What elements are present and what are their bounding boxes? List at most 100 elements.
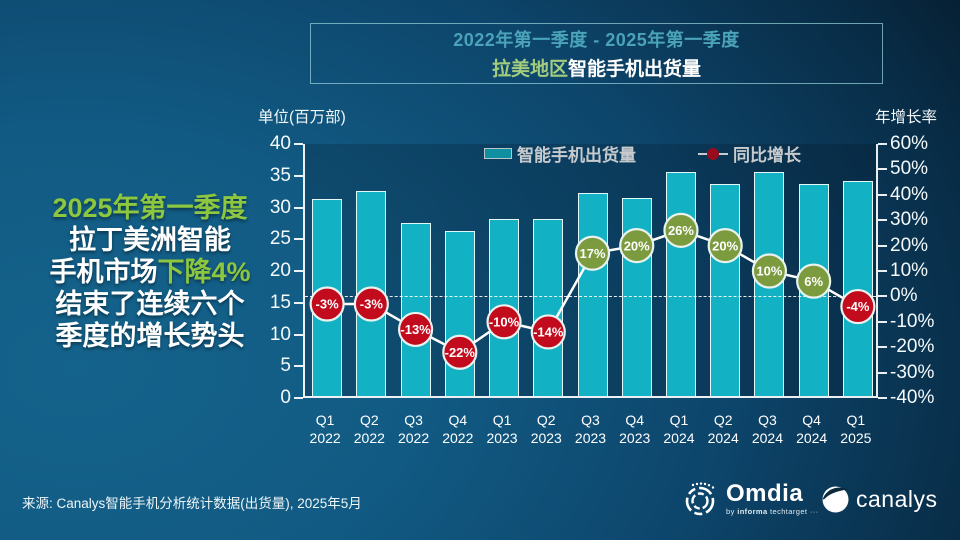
axis-tick bbox=[294, 238, 303, 241]
axis-tick bbox=[878, 143, 887, 145]
canalys-logo: canalys bbox=[822, 486, 937, 513]
title-main: 拉美地区智能手机出货量 bbox=[492, 54, 701, 81]
axis-tick bbox=[878, 320, 887, 323]
shipment-bar bbox=[710, 183, 741, 396]
right-axis-tick-label: -20% bbox=[890, 336, 935, 358]
growth-value-label: -3% bbox=[316, 297, 340, 312]
chart-plot-area: -3% -3% -13% -22% -10% -14% 17% 20% 26% 20% 10% 6% -… bbox=[303, 144, 878, 398]
left-axis-tick-label: 5 bbox=[280, 355, 291, 377]
omdia-tagline: by informa techtarget ··· bbox=[726, 507, 819, 516]
axis-tick bbox=[878, 270, 887, 272]
growth-marker bbox=[751, 253, 788, 289]
axis-tick bbox=[294, 301, 303, 304]
growth-marker bbox=[353, 286, 389, 322]
left-axis-tick-label: 20 bbox=[269, 260, 291, 281]
headline-line-5: 季度的增长势头 bbox=[55, 321, 245, 351]
left-axis-tick-label: 30 bbox=[269, 196, 291, 218]
headline-line-1: 2025年第一季度 bbox=[52, 193, 248, 223]
omdia-wordmark: Omdia bbox=[726, 480, 804, 507]
growth-value-label: 17% bbox=[579, 246, 605, 261]
axis-tick bbox=[294, 333, 303, 336]
growth-value-label: -3% bbox=[360, 297, 384, 312]
line-series-label: 同比增长 bbox=[733, 146, 801, 165]
omdia-logo-icon bbox=[685, 482, 715, 516]
omdia-logo: Omdia by informa techtarget ··· bbox=[683, 481, 819, 519]
x-axis-category-label: Q2 2022 bbox=[353, 412, 385, 446]
right-axis-tick-label: 0% bbox=[890, 285, 918, 307]
left-axis-tick-label: 25 bbox=[269, 228, 291, 250]
axis-tick bbox=[294, 206, 303, 209]
title-region: 拉美地区 bbox=[491, 59, 568, 80]
canalys-wordmark: canalys bbox=[856, 486, 938, 512]
shipment-bar bbox=[533, 219, 564, 396]
growth-value-label: -10% bbox=[489, 314, 520, 329]
canalys-logo-icon bbox=[822, 486, 849, 513]
left-axis-tick-label: 35 bbox=[269, 164, 291, 186]
headline-callout: 2025年第一季度 拉丁美洲智能 手机市场下降4% 结束了连续六个 季度的增长势… bbox=[8, 192, 292, 352]
left-axis-unit-label: 单位(百万部) bbox=[258, 109, 346, 126]
growth-marker bbox=[486, 304, 522, 340]
red-dot-icon bbox=[707, 147, 719, 160]
growth-marker bbox=[442, 334, 478, 370]
growth-marker bbox=[530, 314, 566, 350]
source-note: 来源: Canalys智能手机分析统计数据(出货量), 2025年5月 bbox=[22, 496, 362, 511]
axis-tick bbox=[878, 244, 887, 247]
growth-marker bbox=[309, 286, 345, 322]
x-axis-category-label: Q4 2023 bbox=[619, 412, 651, 446]
growth-value-label: -14% bbox=[533, 325, 564, 340]
growth-marker bbox=[707, 227, 743, 264]
left-axis-tick-label: 40 bbox=[269, 133, 291, 154]
x-axis-category-label: Q2 2024 bbox=[707, 412, 739, 446]
growth-value-label: 20% bbox=[712, 238, 738, 253]
line-series-marker bbox=[698, 147, 728, 160]
growth-marker bbox=[796, 263, 832, 299]
bar-series-label: 智能手机出货量 bbox=[517, 146, 636, 165]
growth-value-label: -13% bbox=[400, 322, 431, 337]
growth-marker bbox=[663, 212, 699, 248]
axis-tick bbox=[878, 346, 887, 349]
zero-growth-line bbox=[305, 296, 876, 298]
growth-value-label: 6% bbox=[804, 274, 823, 289]
axis-tick bbox=[878, 397, 887, 399]
right-axis-tick-label: 60% bbox=[890, 133, 929, 154]
shipment-bar bbox=[577, 193, 608, 396]
bar-series-swatch bbox=[484, 148, 512, 159]
right-axis-tick-label: -40% bbox=[890, 387, 935, 408]
shipment-bar bbox=[842, 181, 873, 396]
shipment-bar bbox=[400, 222, 431, 396]
x-axis-category-label: Q1 2025 bbox=[840, 412, 872, 446]
axis-tick bbox=[294, 174, 303, 177]
right-axis-tick-label: -30% bbox=[890, 361, 935, 383]
left-axis-tick-label: 10 bbox=[269, 323, 291, 345]
growth-marker bbox=[574, 235, 611, 271]
right-axis-unit-label: 年增长率 bbox=[874, 109, 937, 126]
x-axis-category-label: Q4 2022 bbox=[442, 412, 474, 446]
chart-title-box: 2022年第一季度 - 2025年第一季度 拉美地区智能手机出货量 bbox=[310, 23, 883, 84]
title-date-range: 2022年第一季度 - 2025年第一季度 bbox=[453, 30, 740, 50]
headline-line-3: 手机市场下降4% bbox=[49, 257, 251, 287]
x-axis-category-label: Q3 2023 bbox=[574, 412, 607, 446]
chart-legend: 智能手机出货量 同比增长 bbox=[484, 141, 801, 166]
axis-tick bbox=[294, 365, 303, 368]
left-axis-tick-label: 15 bbox=[269, 291, 291, 313]
right-axis-tick-label: 50% bbox=[890, 158, 929, 180]
growth-value-label: -4% bbox=[846, 299, 870, 314]
left-axis-tick-label: 0 bbox=[280, 387, 291, 408]
growth-marker bbox=[619, 227, 655, 264]
right-axis-tick-label: 20% bbox=[890, 234, 929, 256]
axis-tick bbox=[878, 371, 887, 374]
x-axis-category-label: Q3 2024 bbox=[751, 412, 783, 446]
right-axis-tick-label: 40% bbox=[890, 183, 929, 205]
headline-line-4: 结束了连续六个 bbox=[55, 289, 245, 319]
right-axis-tick-label: 10% bbox=[890, 260, 929, 281]
axis-tick bbox=[878, 295, 887, 298]
x-axis-category-label: Q3 2022 bbox=[397, 412, 430, 446]
growth-value-label: 20% bbox=[624, 238, 650, 253]
right-axis-tick-label: -10% bbox=[890, 310, 935, 332]
x-axis-category-label: Q1 2022 bbox=[309, 412, 341, 446]
growth-line-chart: -3% -3% -13% -22% -10% -14% 17% 20% 26% 20% 10% 6% -… bbox=[309, 212, 876, 370]
axis-tick bbox=[294, 143, 303, 145]
axis-tick bbox=[878, 219, 887, 222]
x-axis-category-label: Q2 2023 bbox=[530, 412, 562, 446]
